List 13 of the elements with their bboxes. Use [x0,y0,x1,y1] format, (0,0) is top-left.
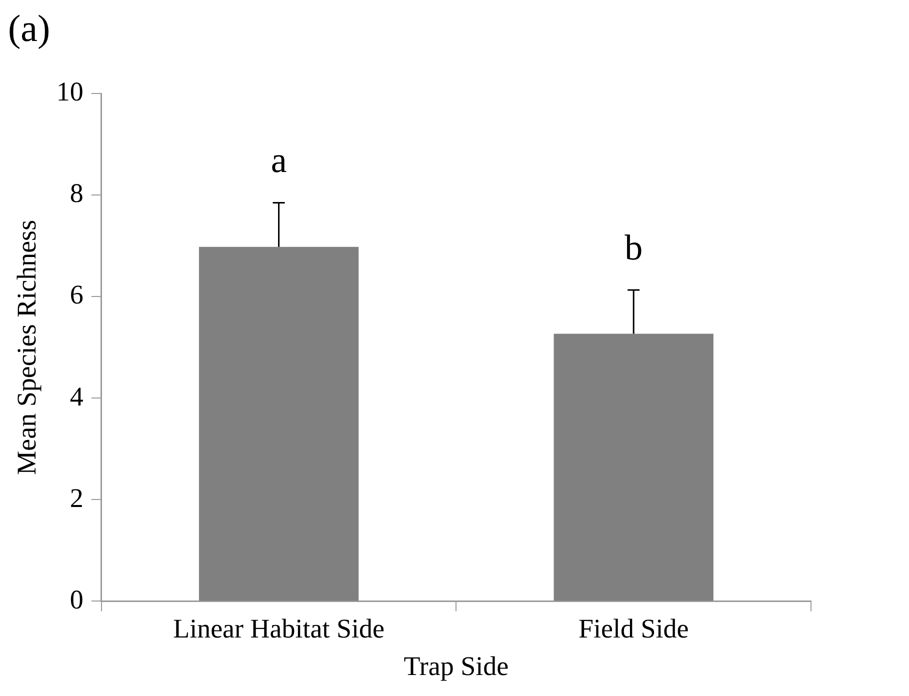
y-tick-label: 2 [70,482,84,513]
x-tick-label: Field Side [578,613,689,644]
chart-title: (a) [8,8,50,50]
y-tick-label: 10 [56,76,84,107]
x-tick-label: Linear Habitat Side [173,613,385,644]
y-tick-label: 4 [70,381,84,412]
y-tick-label: 6 [70,280,84,310]
x-axis-title: Trap Side [404,650,509,681]
y-tick-label: 0 [70,584,84,614]
y-axis-title: Mean Species Richness [11,220,42,475]
y-tick-label: 8 [70,178,84,208]
annotation: a [270,140,287,180]
annotation: b [624,227,643,268]
